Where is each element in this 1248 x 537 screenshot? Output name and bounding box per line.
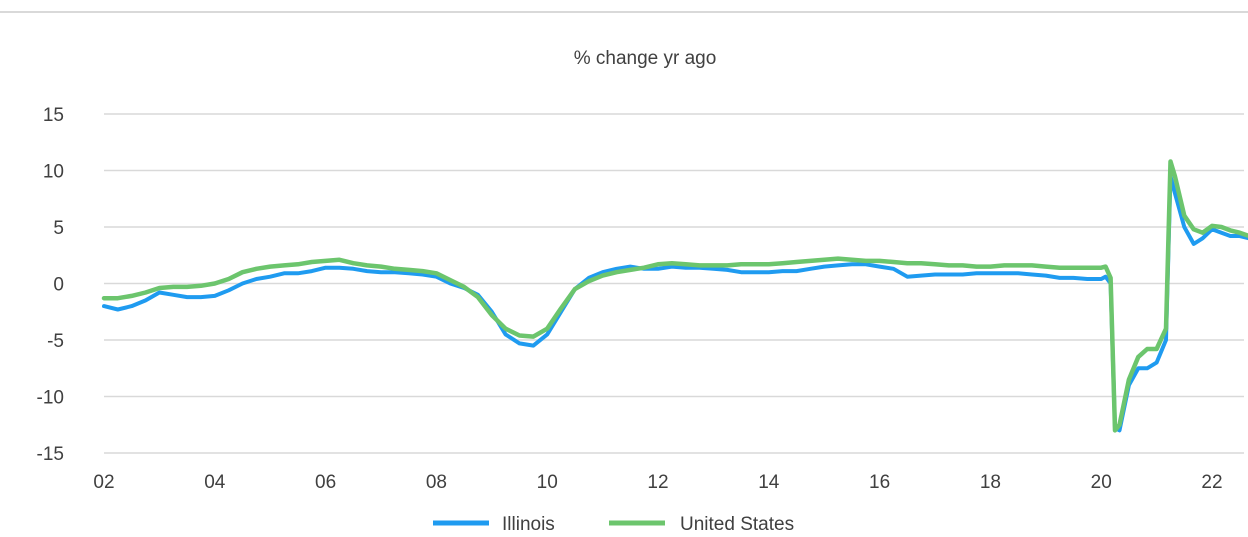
axis-labels: 15 10 5 0 -5 -10 -15 02 04 06 08 10 12 14 16 18 20 22 [37,105,1223,493]
x-tick-label: 22 [1201,472,1222,493]
x-tick-label: 20 [1091,472,1112,493]
x-tick-label: 18 [980,472,1001,493]
series-line-illinois [102,174,1248,433]
x-tick-label: 04 [204,472,226,493]
x-tick-label: 02 [93,472,114,493]
x-tick-label: 16 [869,472,890,493]
y-tick-label: 10 [43,162,64,183]
y-tick-label: 5 [53,218,64,239]
series-line-united-states [101,159,1248,433]
x-tick-label: 10 [537,472,558,493]
x-tick-label: 08 [426,472,447,493]
chart-title: % change yr ago [574,48,717,69]
legend: Illinois United States [433,514,794,535]
y-tick-label: 15 [43,105,64,126]
x-tick-label: 06 [315,472,336,493]
top-divider [0,11,1248,13]
grid-lines [104,113,1244,454]
legend-label-united-states: United States [680,514,794,535]
x-tick-label: 12 [647,472,668,493]
y-tick-label: -15 [37,444,64,465]
series-lines [101,159,1248,433]
x-tick-label: 14 [758,472,780,493]
y-tick-label: -10 [37,388,64,409]
y-tick-label: 0 [53,275,64,296]
y-tick-label: -5 [47,331,64,352]
legend-label-illinois: Illinois [502,514,555,535]
